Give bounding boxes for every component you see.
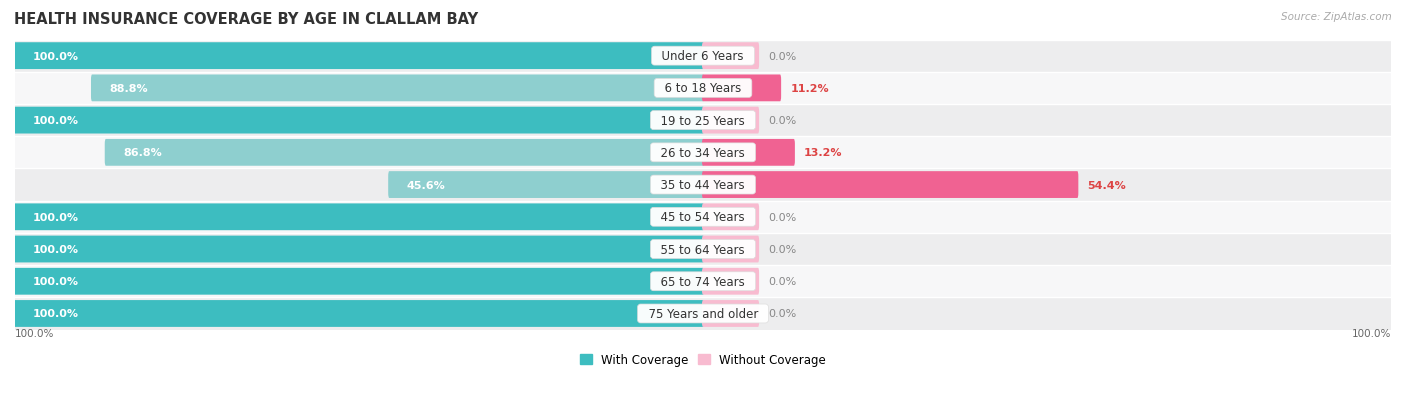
FancyBboxPatch shape: [15, 298, 1391, 330]
FancyBboxPatch shape: [14, 204, 704, 230]
Text: 45.6%: 45.6%: [406, 180, 446, 190]
Text: 45 to 54 Years: 45 to 54 Years: [654, 211, 752, 224]
Text: 100.0%: 100.0%: [32, 52, 79, 62]
Text: 0.0%: 0.0%: [768, 277, 797, 287]
Text: 0.0%: 0.0%: [768, 212, 797, 222]
Text: 100.0%: 100.0%: [32, 212, 79, 222]
FancyBboxPatch shape: [702, 75, 782, 102]
Text: 13.2%: 13.2%: [804, 148, 842, 158]
FancyBboxPatch shape: [15, 201, 1391, 233]
FancyBboxPatch shape: [15, 266, 1391, 298]
FancyBboxPatch shape: [15, 169, 1391, 201]
FancyBboxPatch shape: [14, 268, 704, 295]
Text: 100.0%: 100.0%: [32, 244, 79, 254]
Text: 88.8%: 88.8%: [110, 84, 148, 94]
FancyBboxPatch shape: [15, 40, 1391, 73]
Text: Under 6 Years: Under 6 Years: [655, 50, 751, 63]
FancyBboxPatch shape: [702, 172, 1078, 199]
FancyBboxPatch shape: [702, 236, 759, 263]
Text: 100.0%: 100.0%: [15, 328, 55, 338]
Legend: With Coverage, Without Coverage: With Coverage, Without Coverage: [575, 348, 831, 370]
Text: 75 Years and older: 75 Years and older: [641, 307, 765, 320]
Text: 26 to 34 Years: 26 to 34 Years: [654, 147, 752, 159]
FancyBboxPatch shape: [15, 233, 1391, 266]
FancyBboxPatch shape: [702, 204, 759, 230]
Text: 54.4%: 54.4%: [1088, 180, 1126, 190]
Text: 100.0%: 100.0%: [1351, 328, 1391, 338]
Text: 55 to 64 Years: 55 to 64 Years: [654, 243, 752, 256]
FancyBboxPatch shape: [702, 43, 759, 70]
FancyBboxPatch shape: [14, 236, 704, 263]
FancyBboxPatch shape: [14, 107, 704, 134]
FancyBboxPatch shape: [15, 137, 1391, 169]
Text: 0.0%: 0.0%: [768, 116, 797, 126]
Text: 0.0%: 0.0%: [768, 244, 797, 254]
FancyBboxPatch shape: [14, 300, 704, 327]
Text: 11.2%: 11.2%: [790, 84, 830, 94]
Text: 100.0%: 100.0%: [32, 116, 79, 126]
Text: 86.8%: 86.8%: [122, 148, 162, 158]
Text: 35 to 44 Years: 35 to 44 Years: [654, 179, 752, 192]
FancyBboxPatch shape: [702, 268, 759, 295]
Text: Source: ZipAtlas.com: Source: ZipAtlas.com: [1281, 12, 1392, 22]
Text: 19 to 25 Years: 19 to 25 Years: [654, 114, 752, 127]
FancyBboxPatch shape: [702, 107, 759, 134]
Text: 0.0%: 0.0%: [768, 52, 797, 62]
FancyBboxPatch shape: [14, 43, 704, 70]
FancyBboxPatch shape: [702, 140, 794, 166]
Text: HEALTH INSURANCE COVERAGE BY AGE IN CLALLAM BAY: HEALTH INSURANCE COVERAGE BY AGE IN CLAL…: [14, 12, 478, 27]
FancyBboxPatch shape: [91, 75, 704, 102]
Text: 100.0%: 100.0%: [32, 309, 79, 319]
FancyBboxPatch shape: [15, 105, 1391, 137]
FancyBboxPatch shape: [104, 140, 704, 166]
Text: 65 to 74 Years: 65 to 74 Years: [654, 275, 752, 288]
FancyBboxPatch shape: [15, 73, 1391, 105]
FancyBboxPatch shape: [702, 300, 759, 327]
FancyBboxPatch shape: [388, 172, 704, 199]
Text: 0.0%: 0.0%: [768, 309, 797, 319]
Text: 6 to 18 Years: 6 to 18 Years: [657, 82, 749, 95]
Text: 100.0%: 100.0%: [32, 277, 79, 287]
